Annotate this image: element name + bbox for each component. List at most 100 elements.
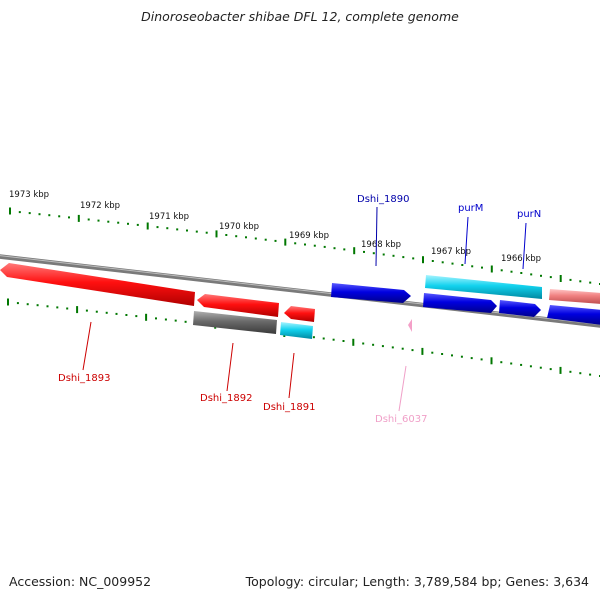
minor-tick bbox=[500, 269, 503, 272]
gene-dshi-1892-pseudo[interactable] bbox=[193, 311, 277, 334]
accession-text: Accession: NC_009952 bbox=[9, 574, 152, 589]
label-purm[interactable]: purM bbox=[458, 203, 483, 214]
minor-tick bbox=[46, 305, 49, 308]
label-dshi-1890[interactable]: Dshi_1890 bbox=[357, 194, 409, 205]
minor-tick bbox=[500, 361, 503, 364]
major-tick bbox=[559, 366, 562, 374]
minor-tick bbox=[264, 238, 267, 241]
kbp-label-1967: 1967 kbp bbox=[431, 247, 471, 257]
major-tick bbox=[146, 222, 149, 230]
minor-tick bbox=[164, 318, 167, 321]
minor-tick bbox=[186, 229, 188, 232]
major-tick bbox=[422, 256, 424, 264]
major-tick bbox=[490, 265, 493, 273]
minor-tick bbox=[510, 270, 513, 273]
leader-purm bbox=[464, 216, 469, 265]
minor-tick bbox=[569, 278, 572, 281]
major-tick bbox=[77, 214, 80, 222]
minor-tick bbox=[401, 347, 404, 350]
minor-tick bbox=[87, 218, 90, 221]
minor-tick bbox=[16, 302, 19, 305]
minor-tick bbox=[85, 309, 88, 312]
kbp-label-1970: 1970 kbp bbox=[219, 222, 259, 232]
minor-tick bbox=[372, 252, 375, 255]
minor-tick bbox=[520, 363, 523, 366]
minor-tick bbox=[66, 307, 69, 310]
minor-tick bbox=[510, 362, 513, 365]
minor-tick bbox=[362, 342, 365, 345]
gene-dshi-1891-arrow[interactable] bbox=[284, 306, 315, 322]
minor-tick bbox=[97, 219, 100, 222]
minor-tick bbox=[342, 340, 345, 342]
minor-tick bbox=[38, 213, 41, 216]
gene-purm-arrow[interactable] bbox=[423, 293, 497, 313]
kbp-label-1966: 1966 kbp bbox=[501, 254, 541, 264]
minor-tick bbox=[343, 248, 346, 251]
gene-dshi-1893-arrow[interactable] bbox=[0, 263, 195, 306]
major-tick bbox=[559, 275, 562, 282]
gene-dshi-1892-arrow[interactable] bbox=[197, 294, 279, 317]
minor-tick bbox=[322, 337, 325, 340]
minor-tick bbox=[451, 262, 454, 265]
minor-tick bbox=[569, 370, 572, 373]
minor-tick bbox=[274, 239, 277, 242]
leader-dshi-1892 bbox=[226, 342, 234, 392]
gene-dshi-1890-arrow[interactable] bbox=[331, 283, 411, 303]
minor-tick bbox=[235, 235, 238, 238]
label-dshi-1892[interactable]: Dshi_1892 bbox=[200, 393, 252, 404]
minor-tick bbox=[589, 281, 592, 284]
minor-tick bbox=[18, 211, 21, 214]
kbp-label-1969: 1969 kbp bbox=[289, 231, 329, 241]
minor-tick bbox=[530, 273, 533, 276]
major-tick bbox=[145, 313, 148, 321]
minor-tick bbox=[48, 214, 51, 217]
minor-tick bbox=[372, 343, 375, 346]
minor-tick bbox=[155, 317, 157, 320]
label-purn[interactable]: purN bbox=[517, 209, 541, 220]
map-title: Dinoroseobacter shibae DFL 12, complete … bbox=[141, 9, 459, 24]
minor-tick bbox=[579, 280, 582, 283]
minor-tick bbox=[392, 254, 395, 257]
minor-tick bbox=[36, 304, 39, 307]
major-tick bbox=[7, 298, 9, 306]
gene-right-pseudo-feature[interactable] bbox=[549, 289, 600, 304]
minor-tick bbox=[363, 250, 365, 253]
minor-tick bbox=[431, 351, 434, 354]
leader-purn bbox=[522, 222, 527, 270]
leader-dshi-1893 bbox=[82, 321, 92, 371]
minor-tick bbox=[480, 358, 483, 361]
minor-tick bbox=[549, 276, 552, 279]
minor-tick bbox=[579, 372, 582, 375]
minor-tick bbox=[539, 366, 542, 369]
minor-tick bbox=[441, 353, 444, 355]
minor-tick bbox=[127, 222, 129, 225]
kbp-label-1968: 1968 kbp bbox=[361, 240, 401, 250]
gene-purm-rna-arrow[interactable] bbox=[425, 275, 542, 299]
minor-tick bbox=[28, 212, 31, 215]
leader-dshi-1891 bbox=[288, 352, 295, 399]
label-dshi-6037[interactable]: Dshi_6037 bbox=[375, 414, 427, 425]
minor-tick bbox=[431, 260, 434, 262]
minor-tick bbox=[115, 312, 118, 315]
minor-tick bbox=[304, 243, 306, 246]
minor-tick bbox=[451, 354, 453, 357]
minor-tick bbox=[540, 274, 542, 277]
minor-tick bbox=[382, 253, 385, 256]
gene-dshi-6037-marker[interactable] bbox=[408, 319, 412, 332]
gene-dshi-1891-rna[interactable] bbox=[280, 322, 313, 339]
minor-tick bbox=[184, 320, 187, 323]
gene-right-forward-arrow[interactable] bbox=[547, 305, 600, 325]
kbp-label-1971: 1971 kbp bbox=[149, 212, 189, 222]
leader-dshi-6037 bbox=[398, 365, 407, 412]
label-dshi-1891[interactable]: Dshi_1891 bbox=[263, 402, 315, 413]
minor-tick bbox=[95, 310, 98, 313]
label-dshi-1893[interactable]: Dshi_1893 bbox=[58, 373, 110, 384]
minor-tick bbox=[333, 247, 336, 250]
minor-tick bbox=[461, 264, 464, 266]
minor-tick bbox=[68, 216, 70, 219]
outer-tick-track bbox=[9, 207, 600, 285]
minor-tick bbox=[549, 368, 552, 371]
gene-purn-arrow[interactable] bbox=[499, 300, 541, 317]
minor-tick bbox=[313, 244, 316, 247]
minor-tick bbox=[332, 338, 335, 341]
